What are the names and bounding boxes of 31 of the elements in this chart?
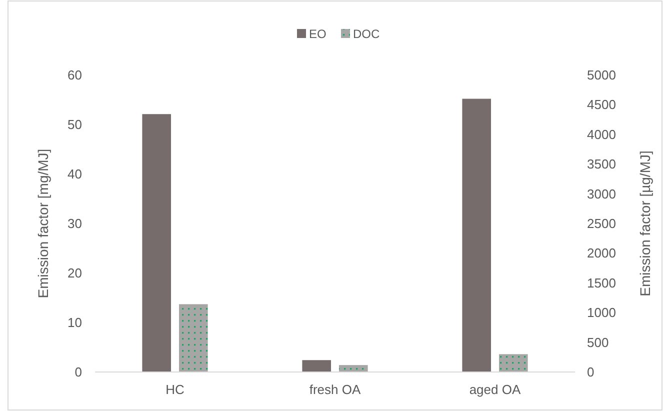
y-tick-label: 30 [68,216,82,231]
y2-tick-label: 4000 [587,126,616,142]
y-tick-label: 20 [68,266,82,280]
y2-tick-label: 0 [587,364,594,380]
y2-tick-label: 500 [587,334,609,350]
y2-tick-label: 3500 [587,156,616,172]
bar [302,360,331,372]
y2-tick-label: 5000 [587,68,616,82]
y-tick-label: 10 [68,315,82,330]
bar [462,98,491,372]
y-tick-label: 0 [74,364,82,380]
bar [339,365,368,372]
y2-tick-label: 2500 [587,216,616,231]
y-tick-label: 50 [68,117,82,132]
legend-label: DOC [353,27,380,41]
bar [142,114,171,372]
y2-tick-label: 1000 [587,305,616,320]
bar [179,304,208,372]
y-tick-label: 60 [68,68,82,82]
x-tick-label: fresh OA [309,382,361,397]
legend-label: EO [309,27,326,41]
y2-tick-label: 1500 [587,275,616,290]
x-tick-label: aged OA [469,382,521,397]
y2-tick-label: 2000 [587,246,616,261]
bar [499,354,528,372]
x-tick-label: HC [166,382,184,397]
y2-tick-label: 4500 [587,97,616,112]
y-tick-label: 40 [68,166,82,182]
y-axis-title: Emission factor [mg/MJ] [35,148,51,298]
y2-tick-label: 3000 [587,186,616,202]
y2-axis-title: Emission factor [µg/MJ] [637,150,653,296]
